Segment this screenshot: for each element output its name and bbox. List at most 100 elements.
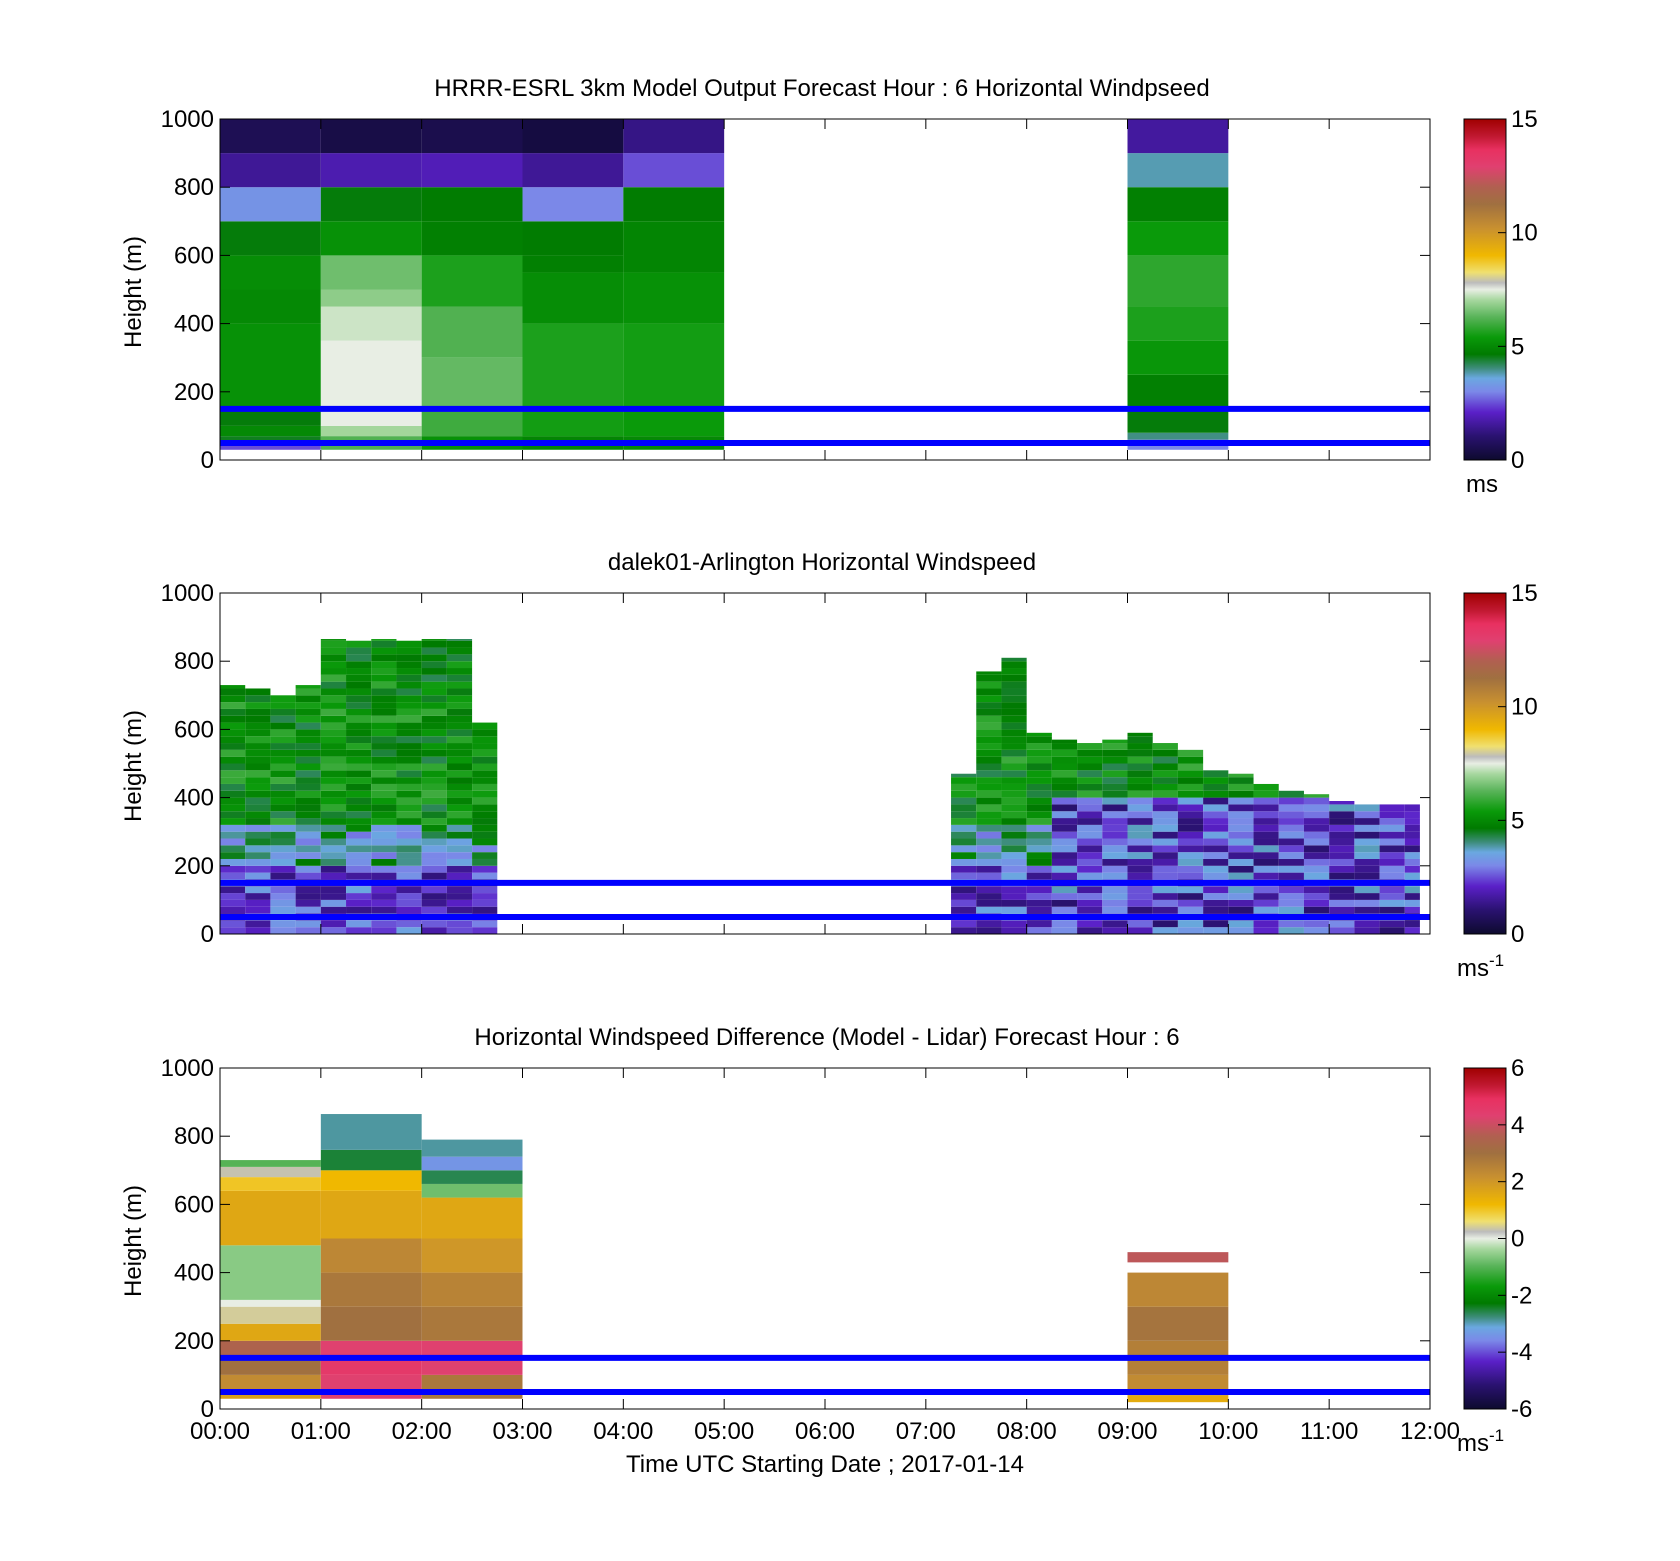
heatmap-cell	[1001, 783, 1027, 791]
heatmap-cell	[1026, 893, 1052, 900]
heatmap-cell	[320, 668, 347, 675]
heatmap-cell	[1026, 838, 1052, 846]
heatmap-cell	[1001, 695, 1027, 703]
heatmap-cell	[1177, 927, 1204, 934]
heatmap-cell	[1177, 818, 1204, 825]
colorbar-tick-label: 10	[1511, 220, 1538, 247]
heatmap-cell	[1203, 797, 1229, 805]
heatmap-cell	[1026, 899, 1052, 907]
heatmap-cell	[1278, 872, 1304, 880]
heatmap-cell	[245, 818, 271, 825]
heatmap-cell	[1253, 818, 1279, 825]
heatmap-cell	[220, 920, 246, 928]
heatmap-cell	[976, 702, 1002, 709]
x-tick-label: 03:00	[492, 1418, 552, 1445]
heatmap-cell	[951, 858, 977, 866]
heatmap-cell	[1379, 852, 1405, 859]
heatmap-cell	[522, 119, 624, 154]
heatmap-cell	[295, 763, 321, 771]
heatmap-cell	[472, 858, 498, 866]
heatmap-cell	[1379, 818, 1405, 825]
heatmap-cell	[1001, 702, 1027, 709]
heatmap-cell	[396, 783, 422, 791]
heatmap-cell	[371, 865, 397, 873]
heatmap-cell	[1051, 756, 1078, 764]
heatmap-cell	[1127, 893, 1153, 900]
heatmap-cell	[1177, 845, 1204, 853]
heatmap-cell	[320, 702, 347, 709]
heatmap-cell	[396, 811, 422, 819]
heatmap-cell	[1404, 858, 1420, 866]
heatmap-cell	[1127, 770, 1153, 778]
heatmap-cell	[1001, 681, 1027, 689]
heatmap-cell	[522, 272, 624, 324]
heatmap-cell	[1278, 899, 1304, 907]
heatmap-cell	[1203, 865, 1229, 873]
heatmap-cell	[1127, 852, 1153, 859]
heatmap-cell	[421, 647, 447, 655]
heatmap-cell	[220, 708, 246, 716]
heatmap-cell	[371, 783, 397, 791]
heatmap-cell	[1379, 845, 1405, 853]
colorbar-ticks: 0 5 10 15	[1498, 106, 1538, 474]
heatmap-cell	[346, 715, 372, 723]
heatmap-cell	[1152, 804, 1178, 812]
heatmap-cell	[1102, 763, 1128, 771]
heatmap-cell	[1051, 749, 1078, 757]
y-tick-label: 0	[201, 1396, 214, 1423]
lidar-windspeed-panel: dalek01-Arlington Horizontal Windspeed H…	[120, 549, 1538, 982]
heatmap-cell	[245, 702, 271, 709]
heatmap-cell	[1102, 770, 1128, 778]
heatmap-cell	[1102, 824, 1128, 832]
heatmap-cell	[1379, 858, 1405, 866]
heatmap-cell	[220, 831, 246, 839]
heatmap-cell	[270, 695, 296, 703]
heatmap-cell	[1127, 790, 1153, 798]
heatmap-cell	[1379, 906, 1405, 914]
heatmap-cell	[245, 920, 271, 928]
heatmap-cell	[1127, 1272, 1229, 1307]
heatmap-cell	[1253, 858, 1279, 866]
heatmap-cell	[1404, 831, 1420, 839]
heatmap-cell	[1077, 783, 1103, 791]
heatmap-cell	[346, 838, 372, 846]
heatmap-cell	[472, 722, 498, 730]
heatmap-cell	[295, 756, 321, 764]
heatmap-cell	[346, 702, 372, 709]
heatmap-cell	[320, 221, 422, 256]
heatmap-cell	[220, 749, 246, 757]
heatmap-cell	[446, 640, 473, 648]
heatmap-cell	[1253, 872, 1279, 880]
heatmap-cell	[1001, 729, 1027, 737]
heatmap-cell	[295, 845, 321, 853]
heatmap-cell	[976, 671, 1002, 675]
heatmap-cell	[220, 1357, 321, 1375]
heatmap-cell	[1329, 920, 1355, 928]
heatmap-cell	[1102, 858, 1128, 866]
heatmap-cell	[1127, 732, 1153, 737]
heatmap-cell	[446, 743, 473, 750]
colorbar-unit: ms-1	[1457, 951, 1504, 982]
heatmap-cell	[421, 927, 447, 934]
heatmap-cell	[472, 804, 498, 812]
heatmap-cell	[472, 790, 498, 798]
heatmap-cell	[1228, 865, 1254, 873]
y-tick-label: 400	[174, 1260, 214, 1287]
heatmap-cell	[1354, 818, 1380, 825]
heatmap-cell	[446, 906, 473, 914]
heatmap-cell	[446, 893, 473, 900]
heatmap-cell	[421, 661, 447, 669]
heatmap-cell	[421, 1306, 523, 1341]
heatmap-cell	[1278, 818, 1304, 825]
heatmap-cell	[1077, 865, 1103, 873]
heatmap-cell	[472, 872, 498, 880]
heatmap-cell	[270, 906, 296, 914]
heatmap-cell	[472, 852, 498, 859]
heatmap-cell	[270, 783, 296, 791]
heatmap-cell	[220, 702, 246, 709]
heatmap-cell	[346, 824, 372, 832]
heatmap-cell	[421, 729, 447, 737]
heatmap-cell	[245, 927, 271, 934]
heatmap-cell	[220, 289, 321, 324]
heatmap-cell	[320, 119, 422, 154]
